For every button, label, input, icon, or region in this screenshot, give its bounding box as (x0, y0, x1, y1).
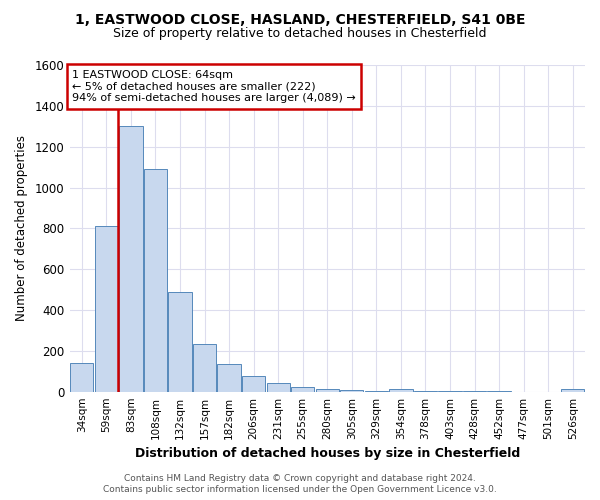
Bar (169, 292, 191, 392)
Bar (70, 363, 94, 392)
X-axis label: Distribution of detached houses by size in Chesterfield: Distribution of detached houses by size … (134, 447, 520, 460)
Bar (389, 389, 413, 392)
Bar (340, 390, 364, 392)
Bar (95, 226, 118, 392)
Bar (193, 344, 216, 392)
Text: Size of property relative to detached houses in Chesterfield: Size of property relative to detached ho… (113, 28, 487, 40)
Bar (217, 364, 241, 392)
Bar (119, 126, 143, 392)
Y-axis label: Number of detached properties: Number of detached properties (15, 136, 28, 322)
Bar (266, 383, 290, 392)
Bar (561, 389, 584, 392)
Bar (365, 390, 388, 392)
Text: Contains HM Land Registry data © Crown copyright and database right 2024.
Contai: Contains HM Land Registry data © Crown c… (103, 474, 497, 494)
Text: 1 EASTWOOD CLOSE: 64sqm
← 5% of detached houses are smaller (222)
94% of semi-de: 1 EASTWOOD CLOSE: 64sqm ← 5% of detached… (72, 70, 356, 103)
Bar (414, 391, 437, 392)
Bar (316, 388, 339, 392)
Text: 1, EASTWOOD CLOSE, HASLAND, CHESTERFIELD, S41 0BE: 1, EASTWOOD CLOSE, HASLAND, CHESTERFIELD… (75, 12, 525, 26)
Bar (291, 387, 314, 392)
Bar (144, 169, 167, 392)
Bar (242, 376, 265, 392)
